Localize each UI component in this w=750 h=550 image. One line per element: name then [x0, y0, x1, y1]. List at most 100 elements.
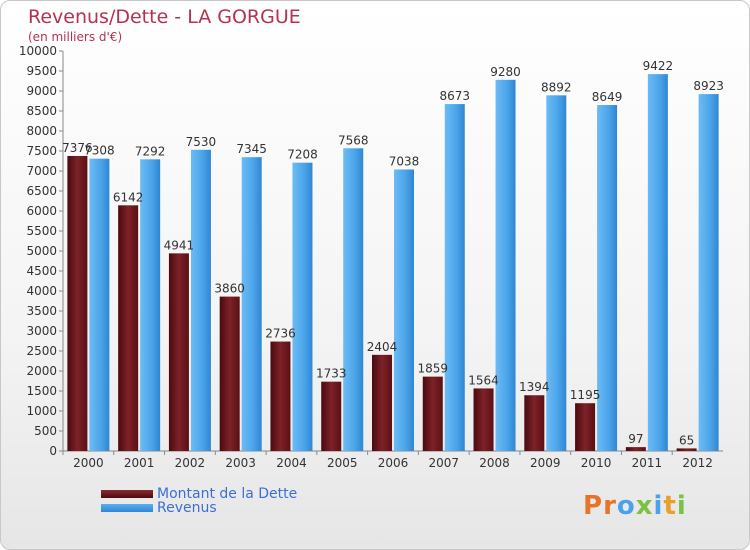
y-tick-label: 1500 — [26, 384, 57, 398]
y-tick-label: 2000 — [26, 364, 57, 378]
y-tick-label: 5500 — [26, 224, 57, 238]
legend-swatch-debt — [101, 490, 153, 498]
data-label-debt: 1859 — [417, 362, 448, 376]
bar-revenue — [546, 95, 567, 451]
legend-label-revenue: Revenus — [157, 500, 217, 516]
x-tick-label: 2006 — [378, 456, 409, 470]
legend: Montant de la Dette Revenus — [101, 486, 298, 516]
legend-swatch-revenue — [101, 504, 153, 512]
data-label-revenue: 7568 — [338, 133, 369, 147]
bar-debt — [168, 253, 189, 451]
bar-debt — [270, 341, 291, 451]
y-tick-label: 4500 — [26, 264, 57, 278]
bar-debt — [676, 448, 697, 451]
data-label-debt: 4941 — [164, 238, 195, 252]
legend-label-debt: Montant de la Dette — [157, 486, 298, 502]
y-tick-label: 5000 — [26, 244, 57, 258]
y-tick-label: 7000 — [26, 164, 57, 178]
bar-revenue — [394, 169, 414, 452]
data-label-revenue: 7530 — [186, 135, 217, 149]
y-tick-label: 7500 — [26, 144, 57, 158]
x-tick-label: 2012 — [682, 456, 713, 470]
legend-item-debt: Montant de la Dette — [101, 486, 298, 502]
x-tick-label: 2003 — [225, 456, 256, 470]
x-tick-label: 2008 — [479, 456, 510, 470]
data-label-debt: 7376 — [62, 141, 93, 155]
data-label-debt: 3860 — [214, 282, 245, 296]
y-tick-label: 500 — [34, 424, 57, 438]
data-label-revenue: 7292 — [135, 144, 166, 158]
data-label-revenue: 7345 — [236, 142, 267, 156]
bar-debt — [524, 395, 545, 451]
data-label-revenue: 9422 — [643, 59, 674, 73]
chart-subtitle: (en milliers d'€) — [28, 30, 123, 44]
data-label-revenue: 7308 — [84, 144, 115, 158]
y-tick-label: 10000 — [19, 44, 57, 58]
y-tick-label: 3500 — [26, 304, 57, 318]
x-tick-label: 2004 — [276, 456, 307, 470]
bar-revenue — [597, 105, 618, 451]
data-label-debt: 97 — [628, 432, 643, 446]
y-tick-label: 1000 — [26, 404, 57, 418]
legend-item-revenue: Revenus — [101, 500, 297, 516]
data-label-debt: 6142 — [113, 190, 144, 204]
y-tick-label: 9500 — [26, 64, 57, 78]
y-tick-label: 0 — [49, 444, 57, 458]
x-tick-label: 2002 — [175, 456, 206, 470]
x-tick-label: 2005 — [327, 456, 358, 470]
bar-debt — [422, 376, 443, 451]
bar-revenue — [495, 79, 516, 452]
proxiti-logo: Proxiti — [583, 491, 687, 521]
y-tick-label: 3000 — [26, 324, 57, 338]
chart-title: Revenus/Dette - LA GORGUE — [28, 6, 301, 28]
bar-revenue — [190, 149, 211, 452]
y-tick-label: 6000 — [26, 204, 57, 218]
data-label-debt: 2736 — [265, 327, 296, 341]
y-tick-label: 4000 — [26, 284, 57, 298]
bar-debt — [321, 381, 342, 451]
data-label-revenue: 8649 — [592, 90, 623, 104]
bar-debt — [625, 447, 646, 451]
x-tick-label: 2009 — [530, 456, 561, 470]
y-tick-label: 9000 — [26, 84, 57, 98]
data-label-debt: 1733 — [316, 367, 347, 381]
x-tick-label: 2010 — [581, 456, 612, 470]
data-label-revenue: 8673 — [439, 89, 470, 103]
bar-revenue — [698, 94, 719, 451]
data-label-debt: 1195 — [570, 388, 601, 402]
x-tick-label: 2011 — [632, 456, 663, 470]
data-label-debt: 2404 — [367, 340, 398, 354]
data-label-revenue: 7208 — [287, 148, 318, 162]
bar-debt — [219, 296, 240, 451]
bar-revenue — [241, 157, 262, 451]
data-label-revenue: 7038 — [389, 154, 420, 168]
y-tick-label: 8500 — [26, 104, 57, 118]
bar-revenue — [444, 104, 465, 451]
x-tick-label: 2000 — [73, 456, 104, 470]
bar-revenue — [89, 158, 110, 451]
bar-revenue — [647, 74, 668, 452]
x-tick-label: 2001 — [124, 456, 155, 470]
y-tick-label: 8000 — [26, 124, 57, 138]
data-label-debt: 1564 — [468, 373, 499, 387]
data-label-debt: 65 — [679, 433, 694, 447]
data-label-revenue: 8892 — [541, 80, 572, 94]
chart-bars — [67, 74, 719, 452]
y-tick-label: 2500 — [26, 344, 57, 358]
bar-debt — [473, 388, 494, 451]
bar-debt — [118, 205, 139, 451]
x-tick-label: 2007 — [428, 456, 459, 470]
bar-revenue — [343, 148, 364, 451]
data-label-revenue: 9280 — [490, 65, 521, 79]
data-label-revenue: 8923 — [693, 79, 724, 93]
y-tick-label: 6500 — [26, 184, 57, 198]
bar-debt — [372, 354, 392, 451]
bar-revenue — [292, 162, 313, 451]
bar-revenue — [140, 159, 161, 451]
bar-debt — [67, 155, 88, 451]
data-label-debt: 1394 — [519, 380, 550, 394]
bar-debt — [575, 403, 596, 451]
